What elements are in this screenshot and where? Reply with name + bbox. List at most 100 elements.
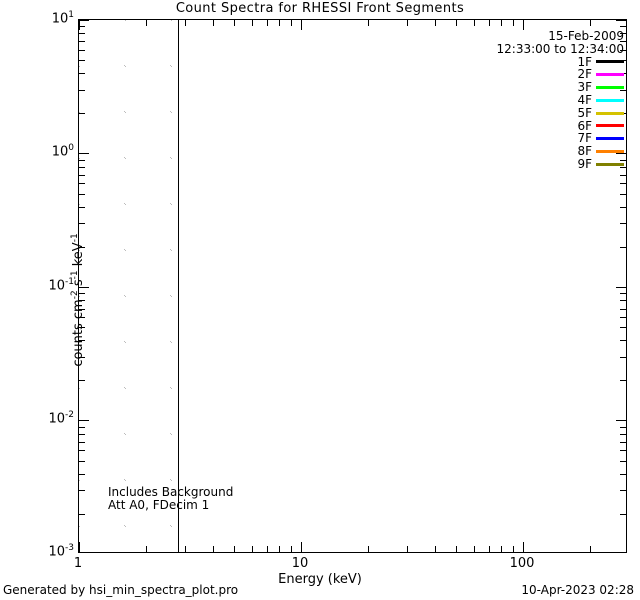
plot-annotations: Includes Background Att A0, FDecim 1: [108, 486, 233, 512]
y-tick-right-9e-1: [620, 160, 626, 161]
y-axis-title-base: counts cm: [71, 299, 87, 367]
x-tick-4: [213, 546, 214, 552]
legend-item-1F[interactable]: 1F: [497, 54, 624, 69]
y-tick-right-9e-3: [620, 427, 626, 428]
x-tick-2: [146, 546, 147, 552]
y-tick-1e0: [79, 153, 89, 154]
y-tick-8e-1: [79, 167, 85, 168]
page-title: Count Spectra for RHESSI Front Segments: [175, 1, 465, 16]
legend-time-range: 12:33:00 to 12:34:00: [496, 41, 624, 56]
y-tick-8e0: [79, 33, 85, 34]
x-tick-top-8: [279, 20, 280, 26]
y-tick-label-1e-3: 10-3: [48, 543, 74, 560]
y-tick-label-1e-1: 10-1: [48, 277, 74, 294]
y-tick-4e-2: [79, 340, 85, 341]
y-tick-right-9e-2: [620, 293, 626, 294]
x-tick-20: [368, 546, 369, 552]
x-tick-3: [185, 546, 186, 552]
y-tick-right-5e-3: [620, 461, 626, 462]
legend-label-1F: 1F: [577, 54, 592, 69]
y-tick-right-6e-2: [620, 317, 626, 318]
legend-swatch-7F: [596, 137, 624, 141]
y-tick-6e-3: [79, 450, 85, 451]
x-tick-40: [435, 546, 436, 552]
y-tick-9e-2: [79, 293, 85, 294]
legend-label-9F: 9F: [577, 156, 592, 171]
y-tick-8e-3: [79, 434, 85, 435]
legend-swatch-5F: [596, 111, 624, 115]
footer-generator-text: Generated by hsi_min_spectra_plot.pro: [3, 583, 239, 597]
y-tick-right-1e-2: [616, 420, 626, 421]
legend-swatch-3F: [596, 86, 624, 90]
legend-label-8F: 8F: [577, 144, 592, 159]
plot-area: Includes Background Att A0, FDecim 1: [78, 19, 627, 553]
x-tick-top-60: [474, 20, 475, 26]
legend-item-6F[interactable]: 6F: [497, 118, 624, 133]
x-tick-top-70: [489, 20, 490, 26]
y-tick-label-1e-2: 10-2: [48, 410, 74, 427]
x-tick-top-20: [368, 20, 369, 26]
x-axis-title: Energy (keV): [278, 572, 362, 587]
y-tick-right-1e0: [616, 153, 626, 154]
x-tick-10: [301, 542, 302, 552]
y-tick-right-7e-3: [620, 442, 626, 443]
y-tick-7e-2: [79, 309, 85, 310]
legend-item-4F[interactable]: 4F: [497, 94, 624, 107]
y-tick-label-1e1: 101: [51, 10, 74, 27]
x-tick-top-30: [407, 20, 408, 26]
legend-swatch-1F: [596, 60, 624, 64]
y-tick-right-6e0: [620, 50, 626, 51]
y-tick-1e1: [79, 20, 89, 21]
y-tick-7e0: [79, 41, 85, 42]
legend-swatch-6F: [596, 124, 624, 128]
legend-label-6F: 6F: [577, 118, 592, 133]
y-tick-right-2e-1: [620, 247, 626, 248]
y-axis-title: counts cm-2 s-1 keV-1: [70, 233, 87, 367]
x-tick-50: [456, 546, 457, 552]
y-tick-2e0: [79, 113, 85, 114]
y-tick-1e-1: [79, 287, 89, 288]
x-tick-top-2: [146, 20, 147, 26]
y-tick-9e-1: [79, 160, 85, 161]
legend-item-3F[interactable]: 3F: [497, 81, 624, 94]
x-tick-1: [79, 542, 80, 552]
legend-item-9F[interactable]: 9F: [497, 158, 624, 171]
x-tick-top-100: [523, 20, 524, 30]
legend-swatch-8F: [596, 150, 624, 154]
annotation-includes-background: Includes Background: [108, 485, 234, 499]
y-tick-5e-3: [79, 461, 85, 462]
x-tick-30: [407, 546, 408, 552]
y-axis-title-mid2: keV: [71, 242, 87, 271]
x-tick-7: [267, 546, 268, 552]
y-tick-2e-2: [79, 380, 85, 381]
legend-item-5F[interactable]: 5F: [497, 106, 624, 120]
legend-item-2F[interactable]: 2F: [497, 68, 624, 81]
x-tick-top-50: [456, 20, 457, 26]
y-tick-6e-2: [79, 317, 85, 318]
legend-item-8F[interactable]: 8F: [497, 145, 624, 158]
x-tick-8: [279, 546, 280, 552]
y-tick-right-8e0: [620, 33, 626, 34]
legend-label-2F: 2F: [577, 67, 592, 82]
y-tick-3e-1: [79, 223, 85, 224]
y-tick-9e0: [79, 26, 85, 27]
x-tick-top-80: [501, 20, 502, 26]
y-tick-right-8e-3: [620, 434, 626, 435]
x-tick-9: [291, 546, 292, 552]
x-tick-top-6: [252, 20, 253, 26]
legend-item-7F[interactable]: 7F: [497, 132, 624, 145]
y-tick-right-6e-1: [620, 183, 626, 184]
y-tick-3e-3: [79, 490, 85, 491]
y-tick-right-5e-2: [620, 327, 626, 328]
y-tick-4e-3: [79, 474, 85, 475]
x-tick-60: [474, 546, 475, 552]
y-tick-right-6e-3: [620, 450, 626, 451]
y-tick-right-2e-2: [620, 380, 626, 381]
y-tick-7e-1: [79, 175, 85, 176]
y-tick-3e-2: [79, 357, 85, 358]
y-tick-right-7e-1: [620, 175, 626, 176]
x-tick-label-100: 100: [509, 556, 535, 571]
x-tick-top-1: [79, 20, 80, 30]
footer-timestamp: 10-Apr-2023 02:28: [521, 583, 634, 597]
legend-date: 15-Feb-2009: [548, 29, 624, 43]
